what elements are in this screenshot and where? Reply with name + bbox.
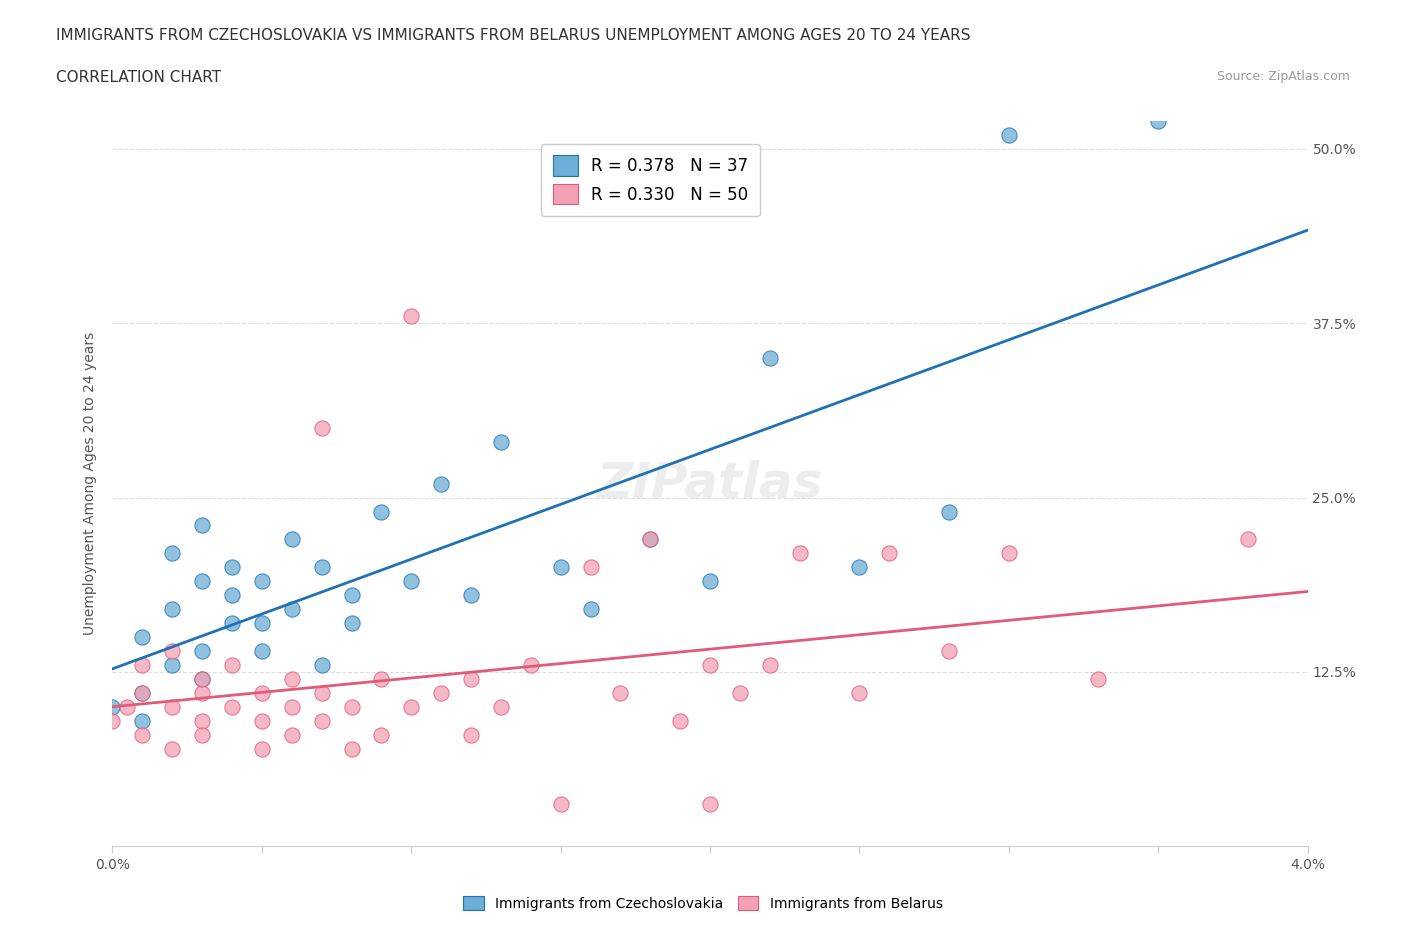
Point: [938, 504, 960, 519]
Point: [401, 699, 423, 714]
Point: [250, 644, 273, 658]
Text: ZIPatlas: ZIPatlas: [596, 459, 824, 508]
Point: [370, 504, 392, 519]
Point: [460, 588, 482, 603]
Point: [281, 699, 304, 714]
Point: [550, 797, 572, 812]
Point: [191, 644, 214, 658]
Point: [250, 713, 273, 728]
Point: [131, 713, 153, 728]
Point: [250, 616, 273, 631]
Point: [162, 699, 183, 714]
Point: [311, 685, 333, 700]
Point: [162, 644, 183, 658]
Point: [281, 727, 304, 742]
Point: [101, 699, 124, 714]
Point: [460, 727, 482, 742]
Point: [162, 602, 183, 617]
Point: [998, 546, 1021, 561]
Point: [938, 644, 960, 658]
Point: [1147, 113, 1170, 128]
Point: [848, 560, 870, 575]
Point: [131, 727, 153, 742]
Point: [520, 658, 543, 672]
Point: [191, 518, 214, 533]
Point: [340, 741, 363, 756]
Point: [579, 602, 602, 617]
Point: [640, 532, 662, 547]
Point: [340, 616, 363, 631]
Point: [191, 685, 214, 700]
Point: [162, 741, 183, 756]
Point: [131, 685, 153, 700]
Point: [699, 797, 721, 812]
Point: [1237, 532, 1260, 547]
Point: [281, 602, 304, 617]
Point: [401, 574, 423, 589]
Point: [131, 685, 153, 700]
Legend: Immigrants from Czechoslovakia, Immigrants from Belarus: Immigrants from Czechoslovakia, Immigran…: [458, 891, 948, 917]
Point: [489, 434, 512, 449]
Point: [640, 532, 662, 547]
Point: [250, 574, 273, 589]
Point: [162, 658, 183, 672]
Point: [370, 671, 392, 686]
Point: [609, 685, 631, 700]
Point: [250, 741, 273, 756]
Point: [221, 560, 243, 575]
Point: [370, 727, 392, 742]
Point: [311, 420, 333, 435]
Point: [998, 127, 1021, 142]
Point: [460, 671, 482, 686]
Point: [699, 658, 721, 672]
Point: [430, 476, 453, 491]
Point: [281, 671, 304, 686]
Point: [669, 713, 692, 728]
Point: [117, 699, 139, 714]
Point: [221, 616, 243, 631]
Point: [699, 574, 721, 589]
Point: [101, 713, 124, 728]
Point: [789, 546, 811, 561]
Point: [759, 658, 782, 672]
Point: [191, 727, 214, 742]
Text: CORRELATION CHART: CORRELATION CHART: [56, 70, 221, 85]
Point: [550, 560, 572, 575]
Point: [281, 532, 304, 547]
Point: [430, 685, 453, 700]
Point: [191, 574, 214, 589]
Point: [221, 588, 243, 603]
Point: [191, 713, 214, 728]
Point: [191, 671, 214, 686]
Point: [221, 699, 243, 714]
Point: [311, 658, 333, 672]
Point: [191, 671, 214, 686]
Point: [1087, 671, 1109, 686]
Y-axis label: Unemployment Among Ages 20 to 24 years: Unemployment Among Ages 20 to 24 years: [83, 332, 97, 635]
Point: [728, 685, 751, 700]
Point: [877, 546, 901, 561]
Point: [162, 546, 183, 561]
Legend: R = 0.378   N = 37, R = 0.330   N = 50: R = 0.378 N = 37, R = 0.330 N = 50: [541, 144, 759, 216]
Point: [848, 685, 870, 700]
Point: [579, 560, 602, 575]
Text: Source: ZipAtlas.com: Source: ZipAtlas.com: [1216, 70, 1350, 83]
Point: [131, 630, 153, 644]
Point: [340, 588, 363, 603]
Point: [311, 713, 333, 728]
Text: IMMIGRANTS FROM CZECHOSLOVAKIA VS IMMIGRANTS FROM BELARUS UNEMPLOYMENT AMONG AGE: IMMIGRANTS FROM CZECHOSLOVAKIA VS IMMIGR…: [56, 28, 970, 43]
Point: [759, 351, 782, 365]
Point: [401, 309, 423, 324]
Point: [131, 658, 153, 672]
Point: [221, 658, 243, 672]
Point: [311, 560, 333, 575]
Point: [489, 699, 512, 714]
Point: [340, 699, 363, 714]
Point: [250, 685, 273, 700]
